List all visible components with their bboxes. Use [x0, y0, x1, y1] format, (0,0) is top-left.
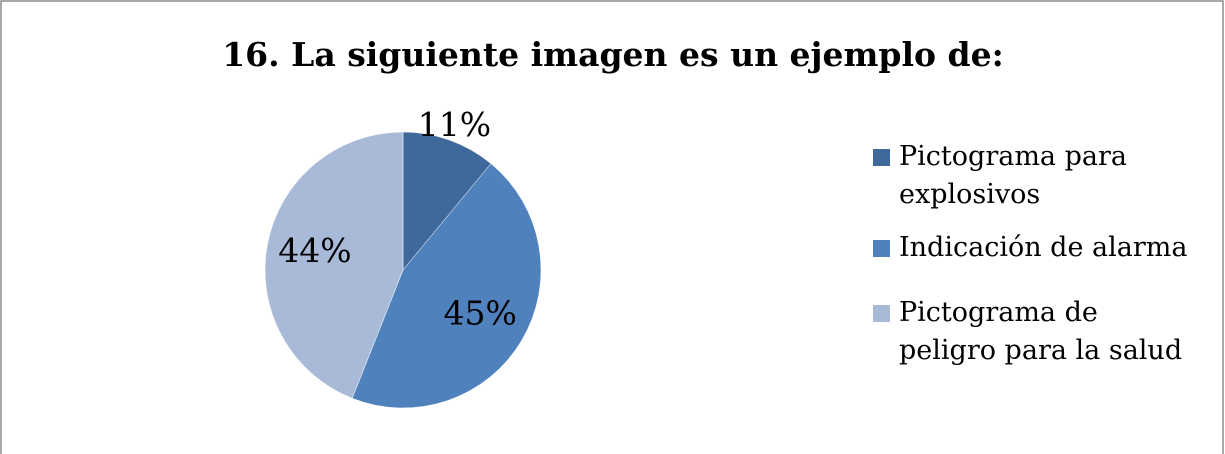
chart-title: 16. La siguiente imagen es un ejemplo de…: [222, 35, 1004, 74]
pie-slice: [402, 131, 492, 271]
legend-label: Pictograma para explosivos: [899, 141, 1127, 210]
legend-swatch: [873, 305, 890, 322]
data-label: 11%: [418, 105, 491, 144]
legend-item: Indicación de alarma: [873, 229, 1203, 267]
legend: Pictograma para explosivos Indicación de …: [873, 138, 1203, 370]
pie-slice: [351, 163, 542, 409]
data-label: 45%: [444, 294, 517, 333]
legend-swatch: [873, 149, 890, 166]
legend-item: Pictograma de peligro para la salud: [873, 294, 1203, 370]
legend-item: Pictograma para explosivos: [873, 138, 1203, 214]
legend-swatch: [873, 240, 890, 257]
legend-label: Pictograma de peligro para la salud: [899, 297, 1183, 366]
legend-label: Indicación de alarma: [899, 232, 1188, 263]
pie-slice: [264, 131, 404, 399]
data-label: 44%: [278, 231, 351, 270]
